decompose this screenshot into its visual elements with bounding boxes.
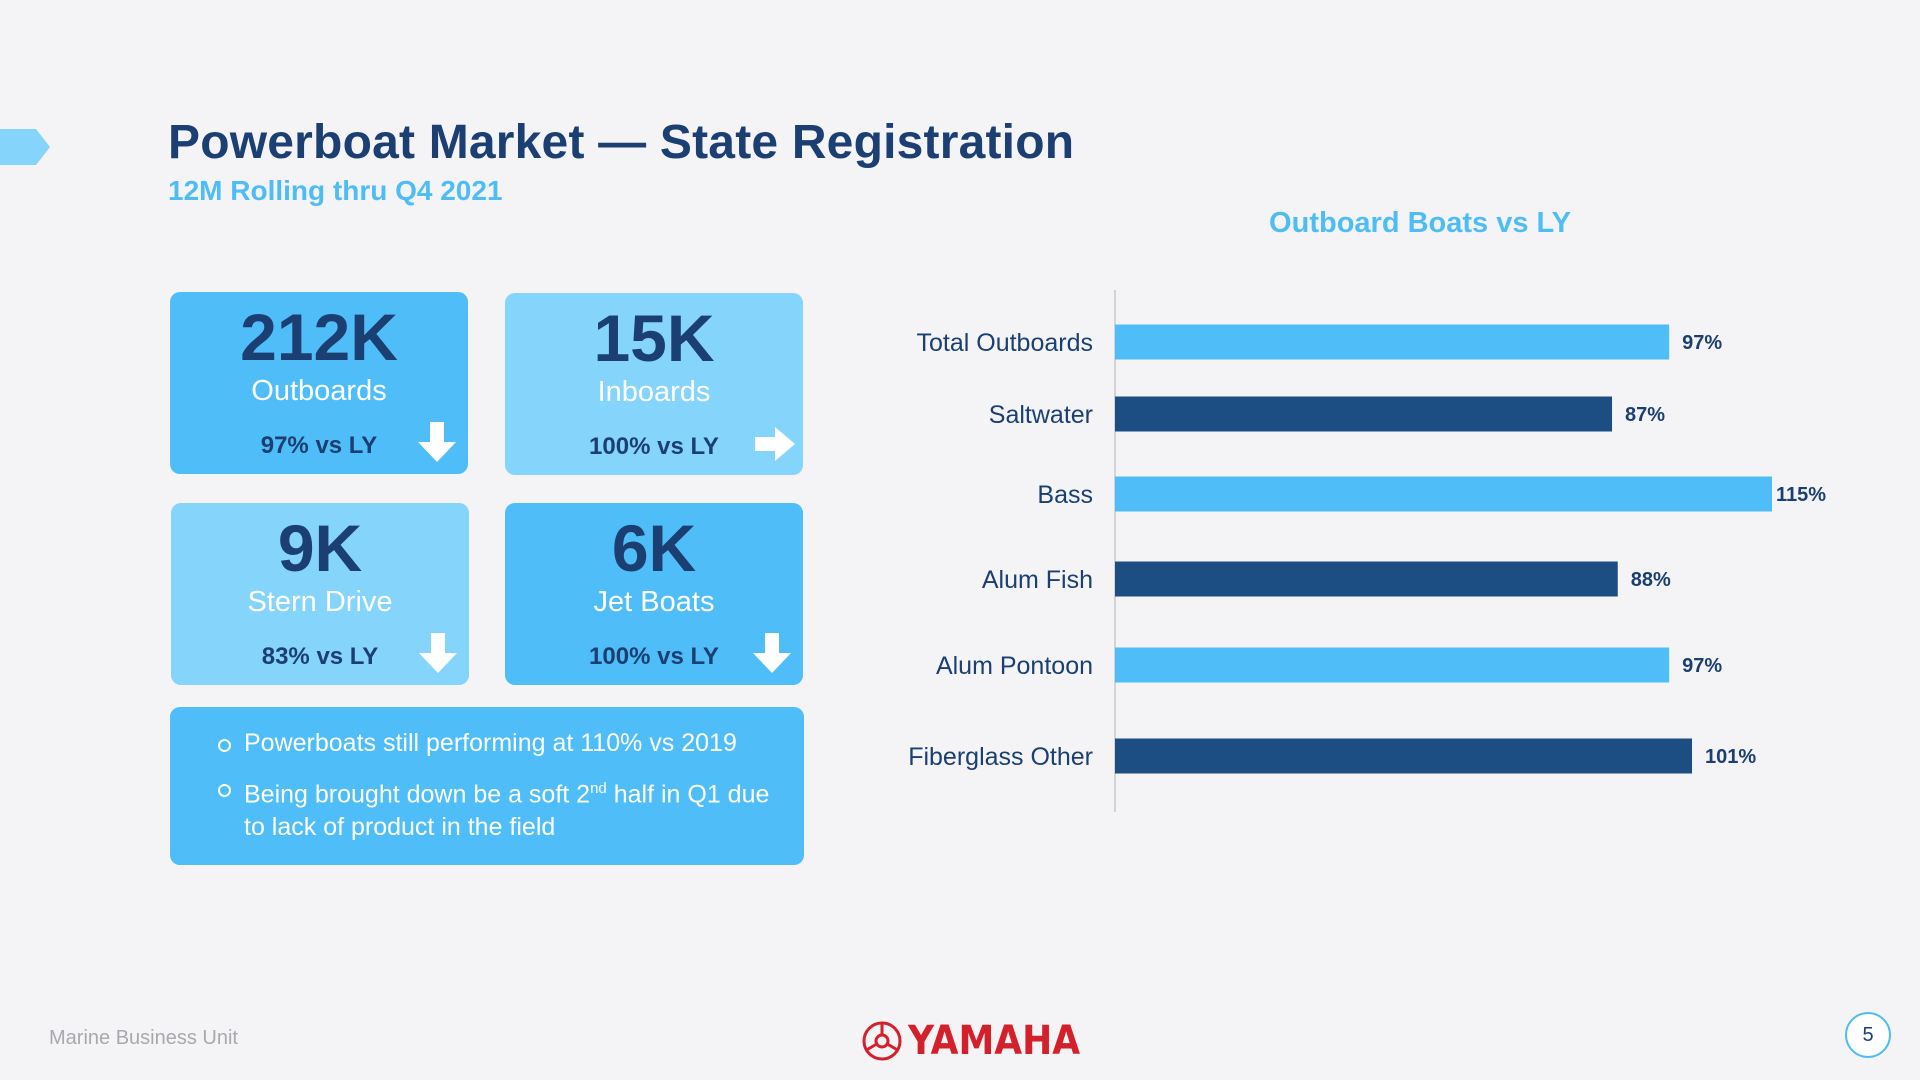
stat-label: Jet Boats xyxy=(593,586,715,618)
stat-label: Outboards xyxy=(251,375,387,407)
stat-value: 15K xyxy=(593,301,715,375)
note-text: half in Q1 due to lack of product in the… xyxy=(244,780,770,842)
stat-label: Stern Drive xyxy=(247,586,393,618)
arrow-down-icon xyxy=(419,633,457,673)
note-text: Powerboats still performing at 110% vs 2… xyxy=(244,729,737,757)
stat-vs-ly: 83% vs LY xyxy=(261,643,379,670)
bar xyxy=(1115,561,1618,597)
page-subtitle: 12M Rolling thru Q4 2021 xyxy=(168,175,503,206)
category-label: Alum Fish xyxy=(982,566,1093,594)
data-label: 101% xyxy=(1705,746,1756,768)
note-item: Being brought down be a soft 2nd half in… xyxy=(218,772,774,844)
yamaha-logo: YAMAHA xyxy=(862,1018,1099,1064)
data-label: 97% xyxy=(1682,332,1722,354)
bar xyxy=(1115,647,1670,683)
data-label: 97% xyxy=(1682,655,1722,677)
bar xyxy=(1115,476,1772,512)
bar xyxy=(1115,324,1670,360)
arrow-down-icon xyxy=(753,633,791,673)
stat-value: 9K xyxy=(277,511,363,585)
stat-label: Inboards xyxy=(597,376,711,408)
stat-card-outboards: 212K Outboards 97% vs LY xyxy=(170,292,468,474)
stat-value: 212K xyxy=(240,300,398,374)
stat-card-stern-drive: 9K Stern Drive 83% vs LY xyxy=(171,503,469,685)
stat-value: 6K xyxy=(611,511,697,585)
notes-list: Powerboats still performing at 110% vs 2… xyxy=(218,727,774,844)
chart-title: Outboard Boats vs LY xyxy=(1269,207,1571,239)
note-text: Being brought down be a soft 2 xyxy=(244,780,591,809)
category-label: Total Outboards xyxy=(917,329,1094,357)
section-marker xyxy=(0,129,50,165)
category-label: Saltwater xyxy=(989,401,1093,429)
note-superscript: nd xyxy=(590,780,607,797)
data-label: 115% xyxy=(1776,484,1826,506)
stat-vs-ly: 100% vs LY xyxy=(589,433,719,460)
category-label: Alum Pontoon xyxy=(936,652,1093,680)
arrow-down-icon xyxy=(418,422,456,462)
page-title: Powerboat Market — State Registration xyxy=(168,116,1075,169)
page-number: 5 xyxy=(1845,1012,1891,1058)
category-label: Bass xyxy=(1037,481,1093,509)
category-label: Fiberglass Other xyxy=(908,743,1093,771)
stat-card-inboards: 15K Inboards 100% vs LY xyxy=(505,293,803,475)
bar xyxy=(1115,396,1613,432)
page-number-text: 5 xyxy=(1862,1023,1874,1046)
note-item: Powerboats still performing at 110% vs 2… xyxy=(218,727,774,760)
bar xyxy=(1115,738,1693,774)
stat-card-jet-boats: 6K Jet Boats 100% vs LY xyxy=(505,503,803,685)
brand-wordmark: YAMAHA xyxy=(908,1018,1081,1064)
stat-vs-ly: 100% vs LY xyxy=(589,643,719,670)
data-label: 88% xyxy=(1631,569,1671,591)
stat-vs-ly: 97% vs LY xyxy=(260,432,378,459)
outboard-bar-chart: Total Outboards 97% Saltwater 87% Bass 115% Al… xyxy=(908,290,1826,812)
data-label: 87% xyxy=(1625,404,1665,426)
arrow-right-icon xyxy=(755,427,795,461)
notes-box: Powerboats still performing at 110% vs 2… xyxy=(170,707,804,865)
footer-business-unit: Marine Business Unit xyxy=(49,1027,238,1049)
tuning-fork-emblem-icon xyxy=(862,1021,902,1061)
